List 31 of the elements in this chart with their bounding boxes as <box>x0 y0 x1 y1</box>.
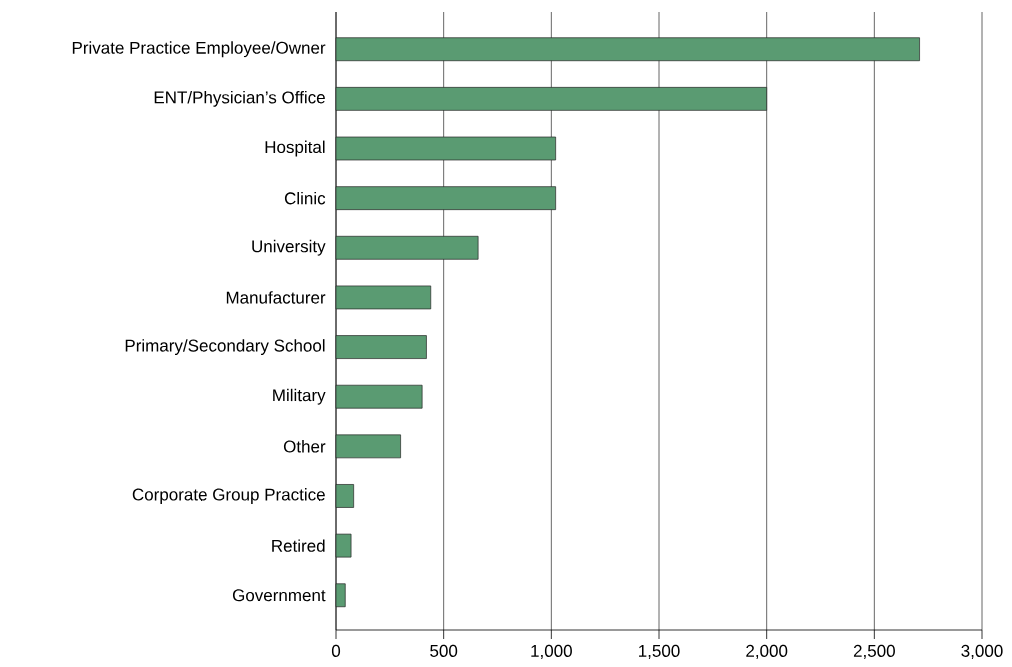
x-tick-label: 500 <box>430 644 458 657</box>
y-tick-label: Retired <box>272 539 325 552</box>
bar <box>335 186 556 210</box>
x-tick-label: 0 <box>331 644 341 657</box>
y-tick-label: Military <box>273 388 326 405</box>
y-tick-label: Manufacturer <box>226 291 326 304</box>
y-tick-label: University <box>252 239 326 256</box>
y-tick-label: Other <box>283 440 326 453</box>
x-tick-label: 2,500 <box>853 644 895 659</box>
bar <box>335 87 768 111</box>
y-tick-label: Private Practice Employee/Owner <box>72 41 326 58</box>
x-tick-label: 1,000 <box>531 644 572 659</box>
bar <box>335 434 401 459</box>
y-tick-label: Government <box>232 589 326 602</box>
y-tick-label: Corporate Group Practice <box>132 488 325 504</box>
bar <box>335 37 920 62</box>
y-tick-label: Hospital <box>265 140 325 157</box>
x-tick-label: 3,000 <box>961 644 1003 659</box>
bar <box>335 136 556 161</box>
bar <box>335 235 479 260</box>
bar <box>335 484 355 508</box>
bar <box>335 335 427 359</box>
x-tick-label: 1,500 <box>639 644 680 659</box>
y-tick-label: Primary/Secondary School <box>125 339 325 355</box>
bar <box>335 285 432 310</box>
bar <box>335 533 352 558</box>
bar <box>335 384 423 409</box>
y-tick-label: ENT/Physician’s Office <box>154 90 325 107</box>
bar <box>335 583 346 608</box>
y-tick-label: Clinic <box>284 191 326 205</box>
x-tick-label: 2,000 <box>746 644 788 659</box>
